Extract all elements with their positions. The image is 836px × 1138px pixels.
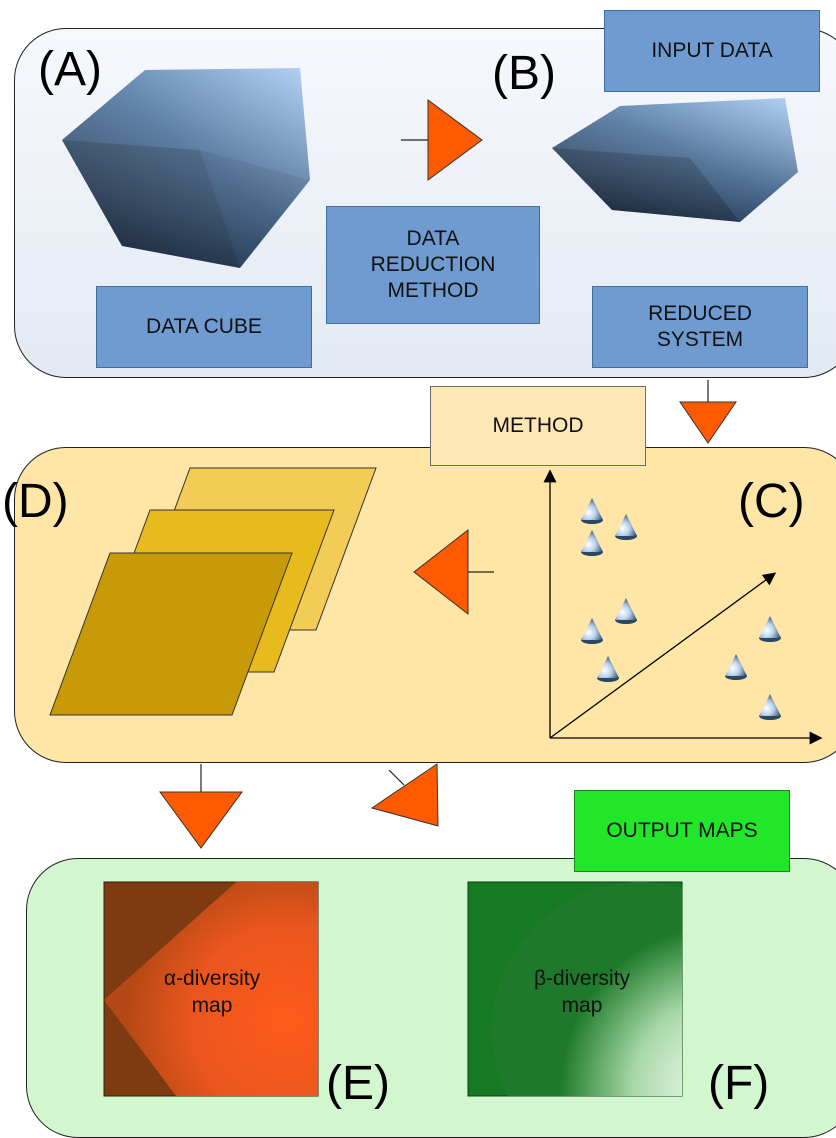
cone-point — [615, 598, 637, 624]
cone-point — [615, 514, 637, 540]
cone-point — [581, 498, 603, 524]
reduced-system-shape — [552, 98, 798, 222]
panel-letter-a: (A) — [38, 43, 102, 96]
arrow-a-to-b — [401, 99, 483, 181]
cone-point — [759, 694, 781, 720]
panel-letter-b: (B) — [492, 47, 556, 100]
cone-points — [581, 498, 781, 720]
cone-point — [581, 530, 603, 556]
beta-diversity-map — [467, 881, 683, 1097]
input-data-label: INPUT DATA — [604, 10, 820, 92]
layer-stack — [49, 467, 377, 716]
cone-point — [581, 618, 603, 644]
panel-letter-e: (E) — [326, 1057, 390, 1110]
cone-point — [725, 654, 747, 680]
panel-letter-f: (F) — [708, 1057, 770, 1110]
alpha-diversity-map — [103, 881, 319, 1097]
arrow-d-to-e — [159, 764, 243, 849]
arrow-c-to-d — [413, 528, 494, 616]
diagonal-axis — [549, 572, 777, 739]
beta-diversity-label: β-diversity map — [533, 967, 631, 1018]
data-cube-label: DATA CUBE — [96, 286, 312, 368]
output-maps-label: OUTPUT MAPS — [574, 790, 790, 872]
arrow-to-f — [370, 763, 439, 827]
arrow-b-to-c — [679, 380, 737, 444]
data-reduction-method-label: DATA REDUCTION METHOD — [326, 206, 540, 324]
method-label: METHOD — [430, 386, 646, 466]
cone-point — [759, 616, 781, 642]
panel-letter-c: (C) — [738, 475, 805, 528]
alpha-diversity-label: α-diversity map — [163, 967, 261, 1018]
data-cube-shape — [62, 68, 310, 268]
scatter-plot — [543, 469, 823, 745]
reduced-system-label: REDUCED SYSTEM — [592, 286, 808, 368]
cone-point — [597, 656, 619, 682]
panel-letter-d: (D) — [2, 475, 69, 528]
